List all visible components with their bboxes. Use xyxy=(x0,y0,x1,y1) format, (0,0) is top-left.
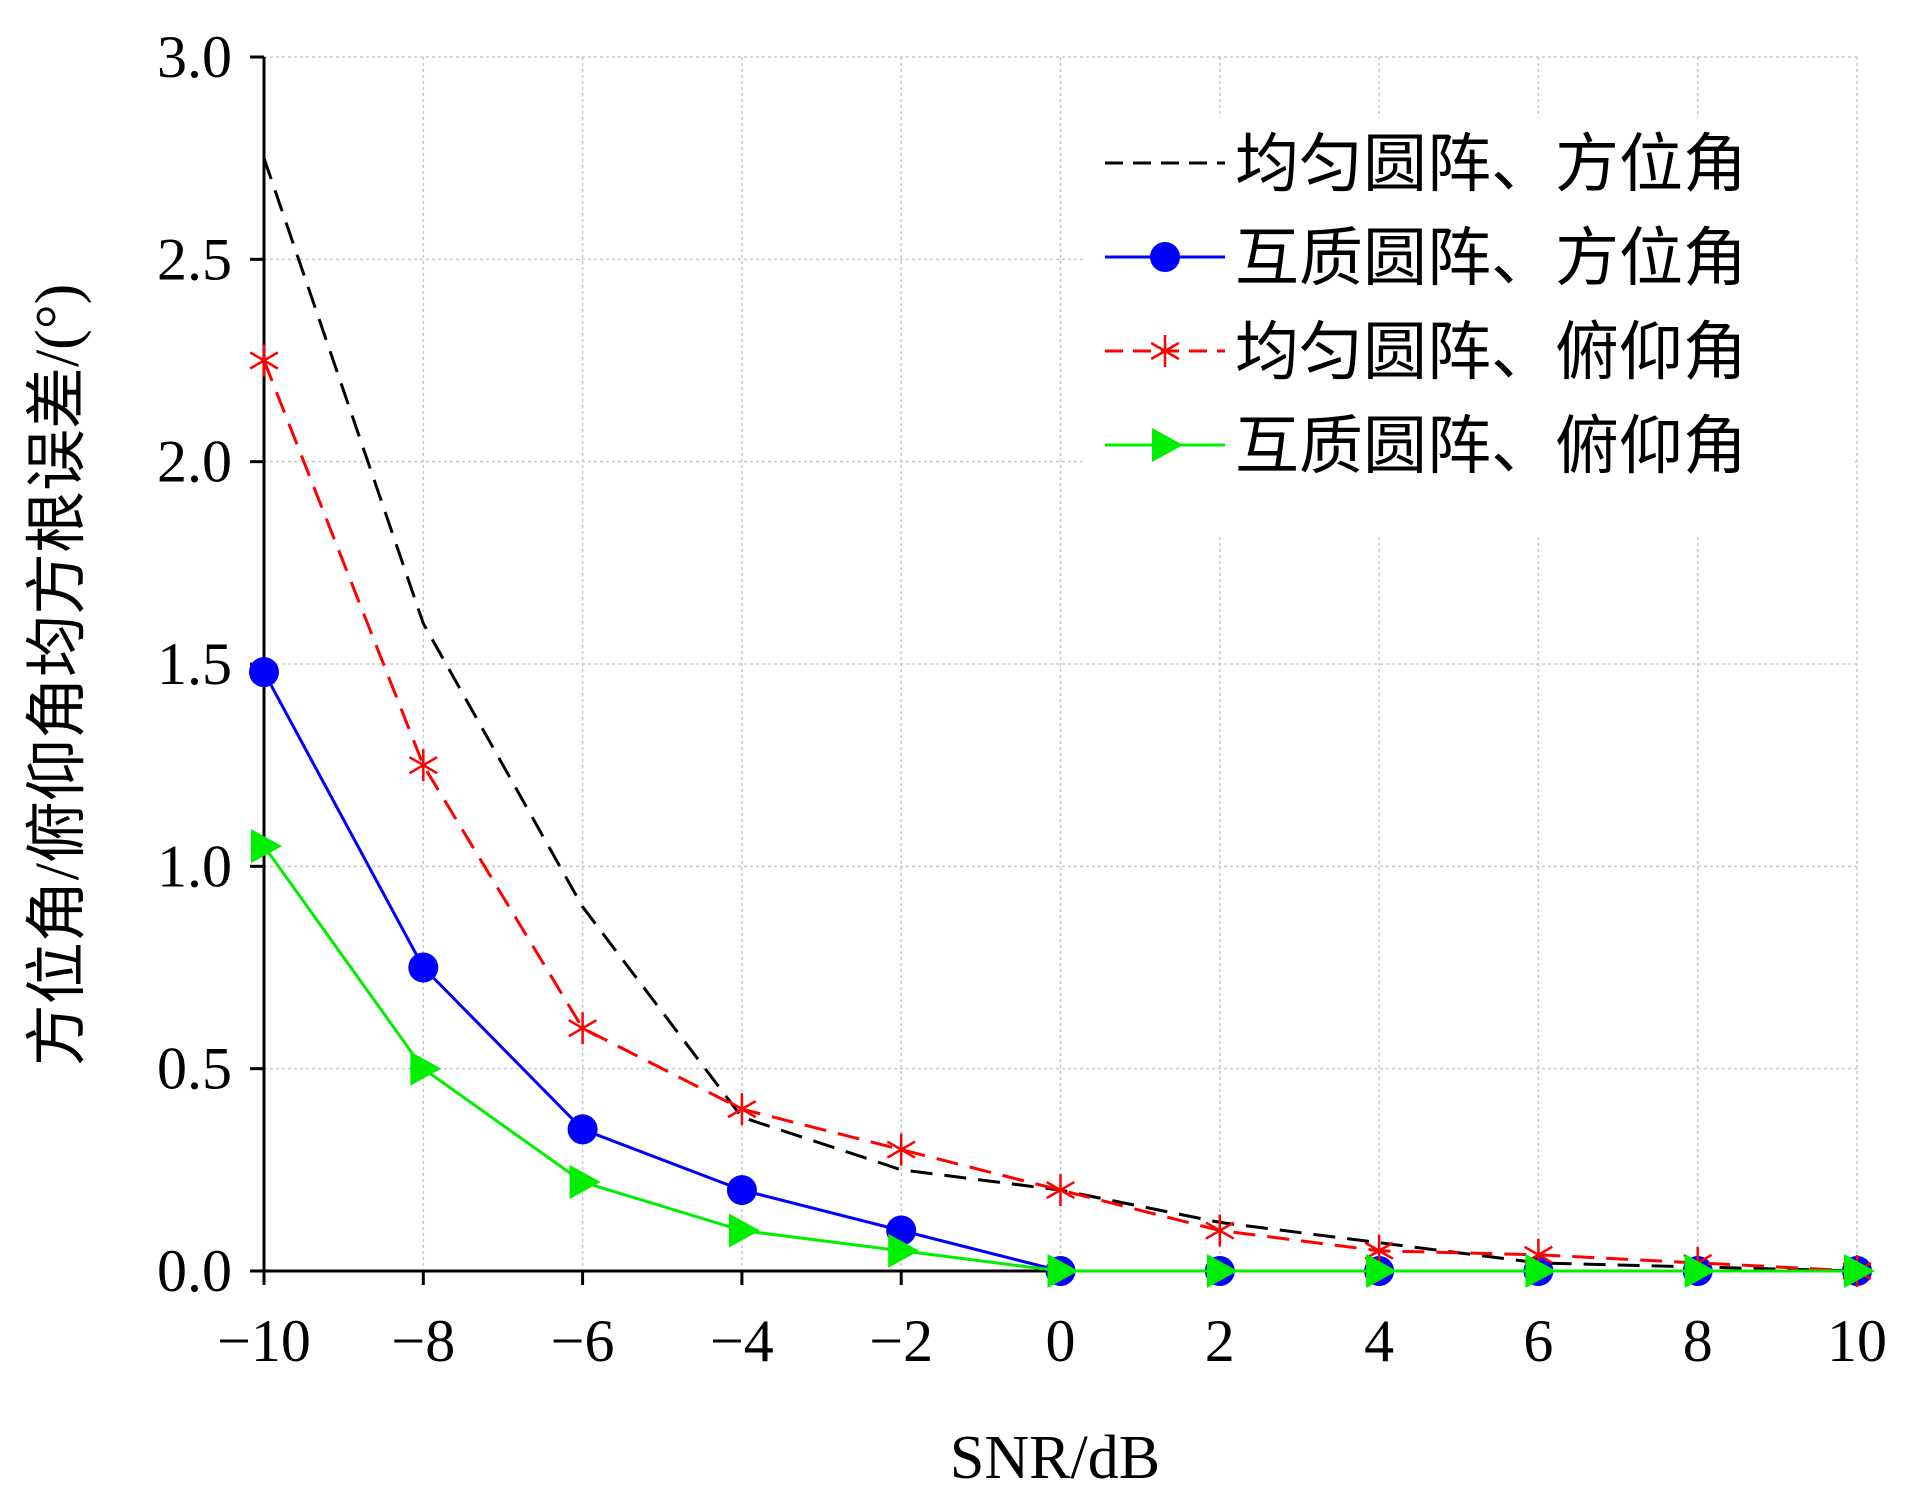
legend-entry: 均匀圆阵、方位角 xyxy=(1105,128,1747,202)
data-point xyxy=(249,657,279,688)
series-line xyxy=(262,359,1858,1273)
data-point xyxy=(728,1213,760,1248)
x-tick-label: 4 xyxy=(1364,1308,1394,1374)
data-point xyxy=(251,829,282,864)
y-tick-label: 2.0 xyxy=(157,429,232,495)
y-tick-label: 3.0 xyxy=(157,24,232,90)
data-point xyxy=(249,344,279,377)
legend-box xyxy=(1085,118,1855,534)
legend-label: 互质圆阵、方位角 xyxy=(1235,222,1747,296)
x-tick-label: 2 xyxy=(1205,1308,1235,1374)
y-tick-labels: 0.0 0.5 1.0 1.5 2.0 2.5 3.0 xyxy=(157,24,232,1304)
data-point xyxy=(408,952,439,983)
data-point xyxy=(568,1012,598,1045)
data-point xyxy=(1205,1214,1235,1247)
data-point xyxy=(1047,1254,1079,1288)
legend-label: 均匀圆阵、方位角 xyxy=(1235,128,1747,202)
x-tick-label: −8 xyxy=(391,1308,455,1374)
y-tick-label: 2.5 xyxy=(157,226,232,292)
data-point xyxy=(1046,1174,1075,1207)
x-tick-labels: −10 −8 −6 −4 −2 0 2 4 6 8 10 xyxy=(217,1308,1887,1374)
legend-marker xyxy=(1150,335,1180,367)
asterisk-stroke xyxy=(249,351,279,370)
legend-marker xyxy=(1152,428,1183,462)
asterisk-stroke xyxy=(727,1100,757,1119)
data-point xyxy=(888,1233,920,1268)
legend-entry: 均匀圆阵、俯仰角 xyxy=(1105,316,1747,390)
legend-label: 互质圆阵、俯仰角 xyxy=(1235,410,1747,484)
series-4 xyxy=(251,829,1875,1288)
data-point xyxy=(1525,1254,1557,1288)
data-point xyxy=(410,1051,442,1086)
x-tick-label: 10 xyxy=(1827,1308,1887,1374)
asterisk-stroke xyxy=(408,756,438,775)
series-layer xyxy=(249,157,1875,1288)
data-point xyxy=(1206,1254,1238,1288)
data-point xyxy=(567,1114,598,1145)
x-tick-label: −10 xyxy=(217,1308,311,1374)
asterisk-stroke xyxy=(1046,1180,1075,1200)
x-tick-label: 8 xyxy=(1683,1308,1713,1374)
x-tick-label: −4 xyxy=(710,1308,774,1374)
asterisk-stroke xyxy=(1205,1221,1235,1240)
asterisk-stroke xyxy=(886,1140,916,1159)
y-tick-label: 1.0 xyxy=(157,833,232,899)
asterisk-stroke xyxy=(568,1019,598,1038)
data-point xyxy=(1366,1254,1398,1288)
y-tick-label: 0.0 xyxy=(157,1238,232,1304)
y-tick-label: 0.5 xyxy=(157,1036,232,1102)
x-tick-label: −6 xyxy=(551,1308,615,1374)
x-tick-label: 0 xyxy=(1046,1308,1076,1374)
data-point xyxy=(569,1164,601,1199)
data-point xyxy=(727,1093,757,1126)
data-point xyxy=(886,1133,916,1166)
grid xyxy=(263,56,1858,1272)
data-point xyxy=(1844,1254,1875,1288)
legend-entry: 互质圆阵、俯仰角 xyxy=(1105,410,1747,484)
x-axis-label: SNR/dB xyxy=(950,1424,1160,1492)
y-axis-label: 方位角/俯仰角均方根误差/(°) xyxy=(24,284,92,1067)
asterisk-stroke xyxy=(1150,341,1180,361)
data-point xyxy=(726,1175,757,1206)
x-tick-label: −2 xyxy=(869,1308,933,1374)
legend-marker xyxy=(1150,242,1180,272)
legend-label: 均匀圆阵、俯仰角 xyxy=(1235,316,1747,390)
data-point xyxy=(1684,1254,1716,1288)
legend-entry: 互质圆阵、方位角 xyxy=(1105,222,1747,296)
y-tick-label: 1.5 xyxy=(157,631,232,697)
x-tick-label: 6 xyxy=(1523,1308,1553,1374)
data-point xyxy=(408,749,438,782)
